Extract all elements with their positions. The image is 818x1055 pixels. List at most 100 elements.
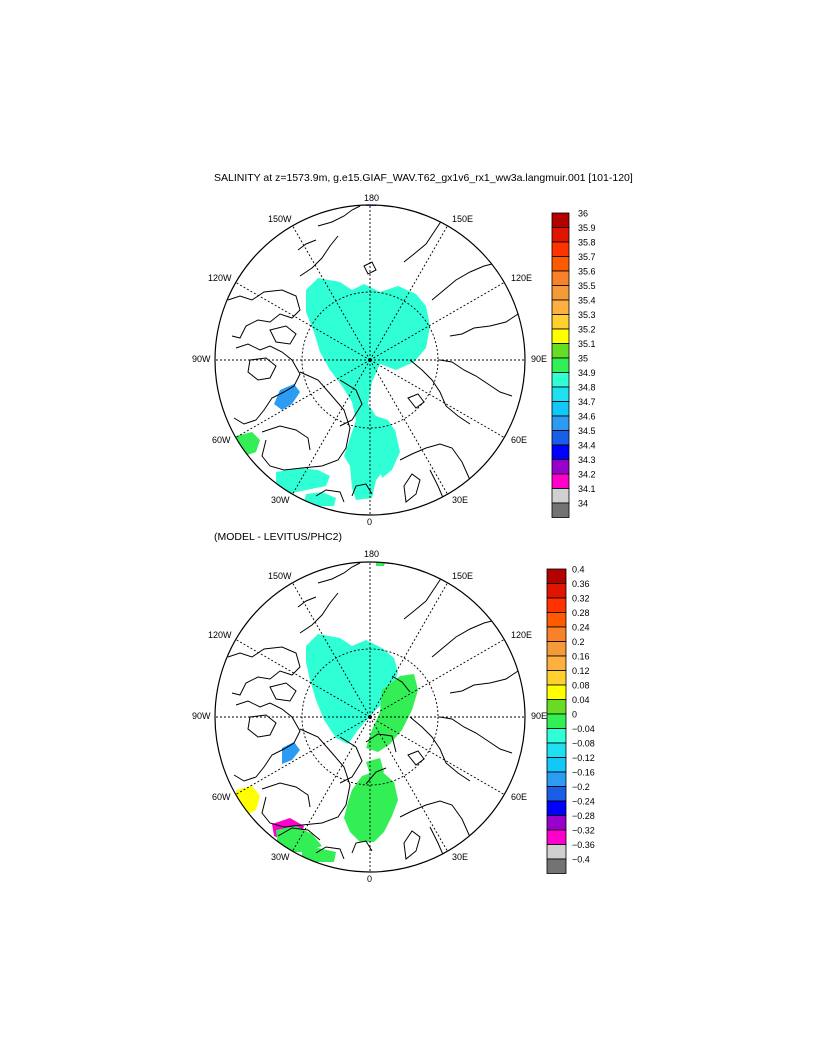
colorbar-swatch bbox=[551, 270, 570, 286]
colorbar-label: 0.04 bbox=[572, 695, 590, 705]
colorbar-label: 0.28 bbox=[572, 608, 590, 618]
colorbar-label: −0.16 bbox=[572, 768, 595, 778]
lon-label: 60E bbox=[511, 435, 527, 445]
colorbar-label: 35.4 bbox=[578, 296, 596, 306]
colorbar-label: 0.16 bbox=[572, 652, 590, 662]
colorbar-label: 35.3 bbox=[578, 310, 596, 320]
salinity-field-barents bbox=[376, 430, 400, 478]
colorbar-label: −0.4 bbox=[572, 855, 590, 865]
lon-label: 90E bbox=[531, 711, 547, 721]
map-border bbox=[214, 561, 526, 873]
lon-label: 90E bbox=[531, 354, 547, 364]
colorbar-label: 0.32 bbox=[572, 594, 590, 604]
colorbar-swatch bbox=[546, 786, 567, 802]
lon-label: 180 bbox=[364, 549, 379, 559]
colorbar-label: −0.32 bbox=[572, 826, 595, 836]
colorbar-label: −0.36 bbox=[572, 840, 595, 850]
salinity-field-greenland-sea bbox=[276, 468, 330, 494]
colorbar-label: 0.24 bbox=[572, 623, 590, 633]
colorbar-label: 34.6 bbox=[578, 412, 596, 422]
colorbar-swatch bbox=[551, 401, 570, 417]
colorbar-label: −0.04 bbox=[572, 724, 595, 734]
lon-label: 30W bbox=[271, 495, 290, 505]
map-border bbox=[214, 204, 526, 516]
colorbar-swatch bbox=[551, 459, 570, 475]
colorbar-label: 34 bbox=[578, 499, 588, 509]
colorbar-label: 0.36 bbox=[572, 579, 590, 589]
difference-field-green-atlantic bbox=[344, 770, 398, 842]
colorbar-swatch bbox=[551, 241, 570, 257]
colorbar-label: 0.2 bbox=[572, 637, 585, 647]
colorbar-label: 0 bbox=[572, 710, 577, 720]
colorbar-swatch bbox=[551, 256, 570, 272]
colorbar-swatch bbox=[546, 568, 567, 584]
difference-colorbar: 0.4 0.36 0.32 0.28 0.24 0.2 0.16 0.12 0.08 0.04 0 −… bbox=[546, 565, 595, 874]
colorbar-swatch bbox=[546, 583, 567, 599]
colorbar-swatch bbox=[546, 815, 567, 831]
colorbar-swatch bbox=[551, 444, 570, 460]
colorbar-swatch bbox=[546, 858, 567, 874]
colorbar-swatch bbox=[546, 713, 567, 729]
difference-map: 180 150E 120E 90E 60E 30E 0 30W 60W 90W … bbox=[192, 549, 547, 884]
colorbar-swatch bbox=[551, 299, 570, 315]
lon-label: 150W bbox=[268, 214, 292, 224]
colorbar-swatch bbox=[551, 212, 570, 228]
lon-label: 60E bbox=[511, 792, 527, 802]
colorbar-swatch bbox=[546, 728, 567, 744]
colorbar-swatch bbox=[551, 343, 570, 359]
colorbar-swatch bbox=[546, 844, 567, 860]
colorbar-swatch bbox=[551, 314, 570, 330]
colorbar-swatch bbox=[546, 771, 567, 787]
difference-field-green-south bbox=[366, 758, 384, 780]
colorbar-label: 34.1 bbox=[578, 484, 596, 494]
colorbar-label: 35.6 bbox=[578, 267, 596, 277]
lon-label: 120W bbox=[208, 630, 232, 640]
lon-label: 60W bbox=[212, 792, 231, 802]
colorbar-swatch bbox=[551, 372, 570, 388]
colorbar-swatch bbox=[551, 357, 570, 373]
colorbar-swatch bbox=[551, 430, 570, 446]
colorbar-label: −0.24 bbox=[572, 797, 595, 807]
colorbar-label: −0.28 bbox=[572, 811, 595, 821]
colorbar-swatch bbox=[546, 742, 567, 758]
lon-label: 30E bbox=[452, 495, 468, 505]
difference-field-pacific bbox=[376, 562, 386, 566]
colorbar-swatch bbox=[551, 328, 570, 344]
colorbar-label: 36 bbox=[578, 209, 588, 219]
colorbar-label: −0.2 bbox=[572, 782, 590, 792]
colorbar-label: 35.5 bbox=[578, 281, 596, 291]
colorbar-swatch bbox=[546, 670, 567, 686]
colorbar-label: 35 bbox=[578, 354, 588, 364]
colorbar-label: 35.8 bbox=[578, 238, 596, 248]
lon-label: 60W bbox=[212, 435, 231, 445]
salinity-colorbar: 36 35.9 35.8 35.7 35.6 35.5 35.4 35.3 35.2 35.1 35… bbox=[551, 209, 596, 518]
colorbar-swatch bbox=[551, 488, 570, 504]
colorbar-swatch bbox=[551, 285, 570, 301]
colorbar-swatch bbox=[546, 757, 567, 773]
lon-label: 120E bbox=[511, 630, 532, 640]
lon-label: 120E bbox=[511, 273, 532, 283]
colorbar-swatch bbox=[546, 655, 567, 671]
colorbar-label: 35.2 bbox=[578, 325, 596, 335]
lon-label: 150E bbox=[452, 214, 473, 224]
salinity-map: 180 150E 120E 90E 60E 30E 0 30W 60W 90W … bbox=[192, 193, 547, 527]
colorbar-swatch bbox=[546, 829, 567, 845]
colorbar-label: 34.5 bbox=[578, 426, 596, 436]
colorbar-swatch bbox=[546, 597, 567, 613]
colorbar-swatch bbox=[546, 626, 567, 642]
colorbar-label: −0.08 bbox=[572, 739, 595, 749]
colorbar-label: 34.8 bbox=[578, 383, 596, 393]
colorbar-swatch bbox=[546, 699, 567, 715]
colorbar-swatch bbox=[546, 800, 567, 816]
lon-label: 0 bbox=[367, 517, 372, 527]
colorbar-label: 35.7 bbox=[578, 252, 596, 262]
colorbar-swatch bbox=[551, 502, 570, 518]
colorbar-label: −0.12 bbox=[572, 753, 595, 763]
salinity-field-denmark-strait bbox=[304, 492, 336, 506]
lon-label: 150E bbox=[452, 571, 473, 581]
lon-label: 30W bbox=[271, 852, 290, 862]
lon-label: 90W bbox=[192, 354, 211, 364]
colorbar-label: 35.9 bbox=[578, 223, 596, 233]
difference-title: (MODEL - LEVITUS/PHC2) bbox=[214, 531, 342, 543]
